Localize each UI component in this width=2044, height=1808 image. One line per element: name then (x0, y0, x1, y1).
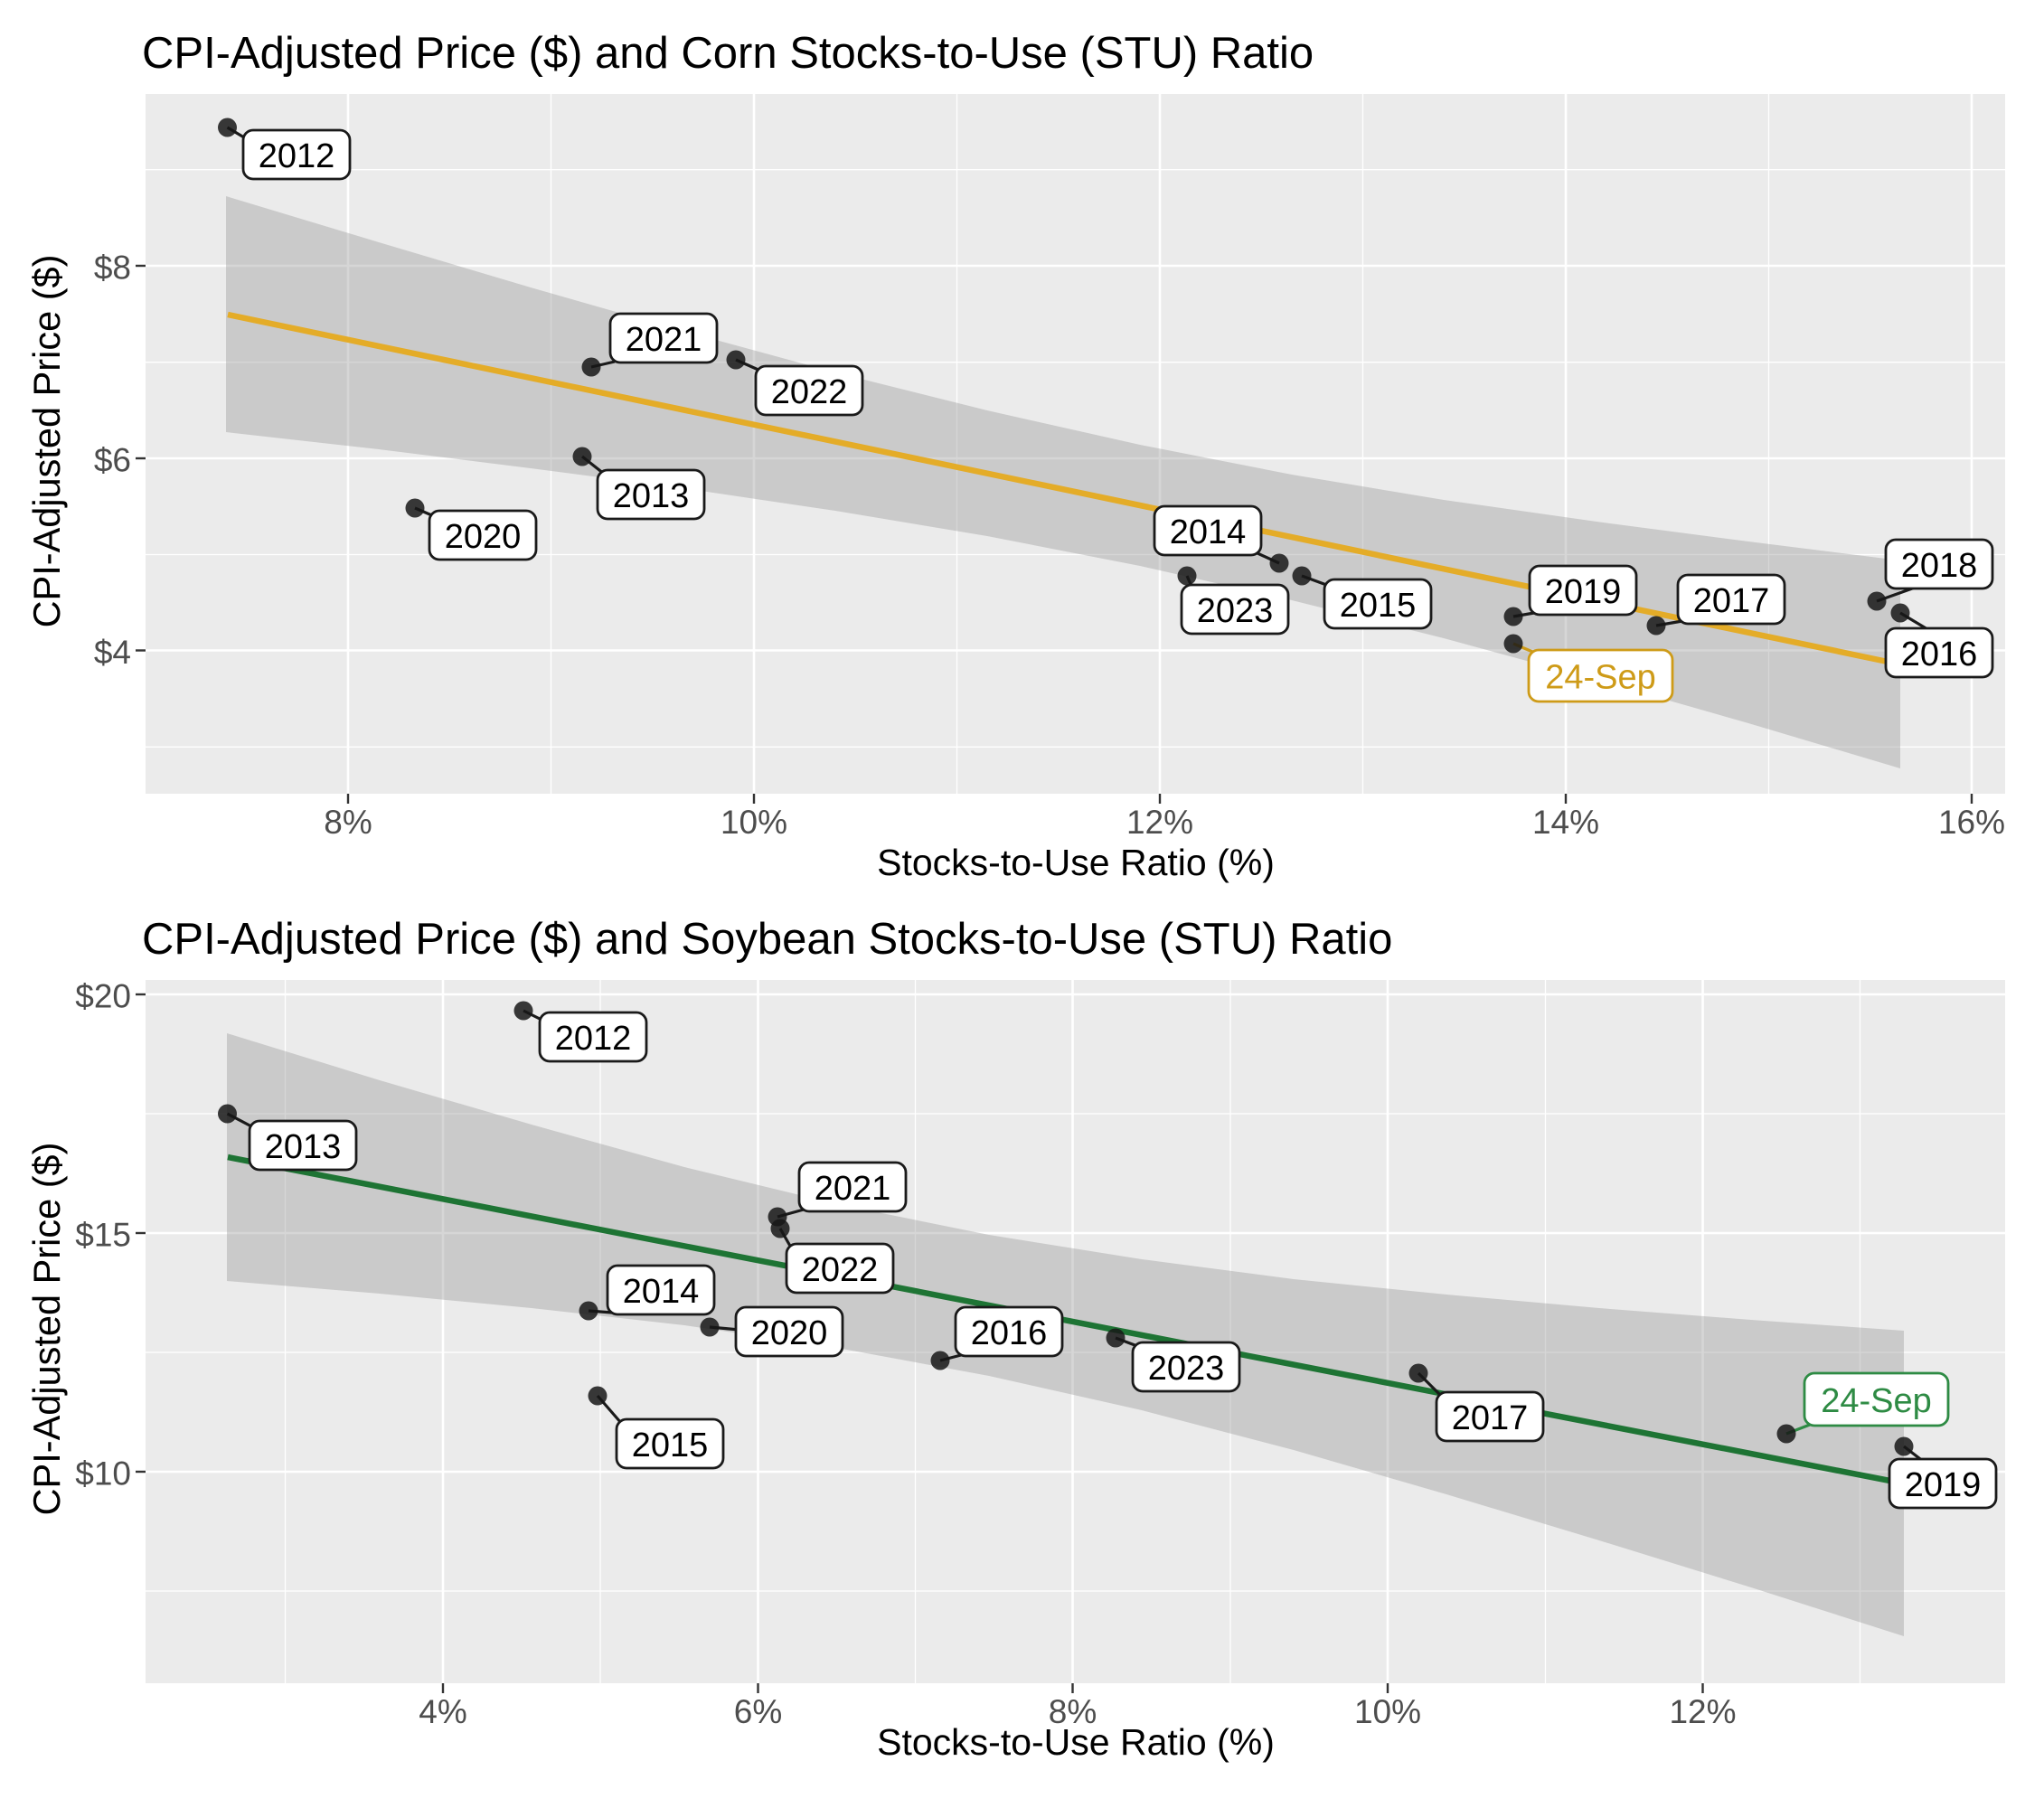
svg-text:2023: 2023 (1148, 1350, 1225, 1388)
svg-text:2018: 2018 (1901, 547, 1978, 585)
svg-text:24-Sep: 24-Sep (1821, 1382, 1932, 1420)
svg-text:$4: $4 (94, 634, 131, 671)
svg-text:Stocks-to-Use Ratio (%): Stocks-to-Use Ratio (%) (877, 1721, 1275, 1763)
svg-text:8%: 8% (324, 804, 372, 841)
svg-text:4%: 4% (419, 1693, 466, 1730)
svg-text:CPI-Adjusted Price ($): CPI-Adjusted Price ($) (25, 255, 68, 628)
svg-text:14%: 14% (1532, 804, 1599, 841)
svg-text:2014: 2014 (623, 1273, 700, 1311)
svg-text:2019: 2019 (1545, 573, 1622, 611)
svg-text:10%: 10% (721, 804, 787, 841)
svg-text:2013: 2013 (613, 477, 690, 515)
svg-text:2020: 2020 (445, 518, 522, 556)
svg-text:2020: 2020 (751, 1314, 828, 1352)
svg-text:2016: 2016 (971, 1314, 1048, 1352)
svg-text:CPI-Adjusted Price ($): CPI-Adjusted Price ($) (25, 1143, 68, 1516)
svg-text:2022: 2022 (771, 373, 848, 411)
svg-text:2015: 2015 (1340, 587, 1417, 625)
svg-text:2013: 2013 (265, 1128, 342, 1166)
svg-text:2019: 2019 (1905, 1466, 1982, 1504)
svg-text:2015: 2015 (632, 1427, 709, 1464)
svg-text:CPI-Adjusted Price ($) and Soy: CPI-Adjusted Price ($) and Soybean Stock… (142, 915, 1392, 964)
svg-text:2014: 2014 (1170, 513, 1247, 551)
svg-text:Stocks-to-Use Ratio (%): Stocks-to-Use Ratio (%) (877, 842, 1275, 883)
svg-text:$8: $8 (94, 250, 131, 287)
svg-text:CPI-Adjusted Price ($) and Cor: CPI-Adjusted Price ($) and Corn Stocks-t… (142, 29, 1314, 78)
svg-text:2023: 2023 (1197, 592, 1274, 630)
svg-text:2017: 2017 (1693, 582, 1770, 620)
svg-text:6%: 6% (734, 1693, 782, 1730)
svg-text:8%: 8% (1049, 1693, 1097, 1730)
svg-text:2022: 2022 (802, 1251, 879, 1289)
svg-text:2017: 2017 (1452, 1399, 1529, 1437)
svg-text:16%: 16% (1938, 804, 2005, 841)
svg-text:12%: 12% (1669, 1693, 1736, 1730)
svg-text:$20: $20 (75, 978, 131, 1015)
svg-text:10%: 10% (1354, 1693, 1421, 1730)
svg-text:2016: 2016 (1901, 636, 1978, 673)
svg-text:2012: 2012 (259, 137, 335, 175)
svg-text:$15: $15 (75, 1217, 131, 1254)
svg-text:$6: $6 (94, 442, 131, 479)
svg-text:2021: 2021 (626, 321, 702, 359)
svg-text:24-Sep: 24-Sep (1545, 659, 1656, 697)
svg-text:$10: $10 (75, 1455, 131, 1493)
svg-text:2021: 2021 (815, 1170, 891, 1208)
svg-text:2012: 2012 (555, 1020, 632, 1058)
svg-text:12%: 12% (1126, 804, 1193, 841)
